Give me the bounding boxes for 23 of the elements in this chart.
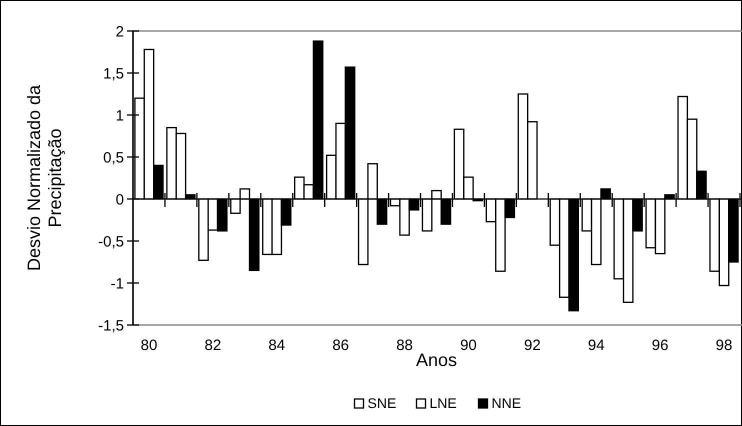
- x-tick-label: 90: [460, 337, 477, 354]
- legend-label: NNE: [492, 395, 522, 411]
- y-axis-title: Desvio Normalizado da Precipitação: [24, 84, 65, 272]
- y-tick-label: -1: [110, 275, 124, 292]
- x-axis-title: Anos: [416, 350, 458, 370]
- x-tick-label: 94: [588, 337, 605, 354]
- y-tick-label: 1,5: [103, 65, 124, 82]
- y-tick-label: 1: [116, 107, 124, 124]
- y-tick-label: 2: [116, 23, 124, 40]
- x-tick-label: 80: [140, 337, 158, 354]
- x-tick-label: 82: [204, 337, 222, 354]
- x-tick-label: 92: [524, 337, 541, 354]
- x-tick-label: 96: [652, 337, 668, 354]
- x-tick-label: 84: [268, 337, 286, 354]
- y-tick-label: -1,5: [98, 317, 124, 334]
- x-tick-label: 86: [332, 337, 349, 354]
- legend-label: LNE: [430, 395, 457, 411]
- legend-label: SNE: [368, 395, 396, 411]
- x-tick-label: 88: [396, 337, 413, 354]
- x-tick-label: 98: [716, 337, 732, 354]
- y-tick-label: -0,5: [98, 233, 124, 250]
- y-tick-label: 0,5: [103, 149, 124, 166]
- y-tick-label: 0: [116, 191, 124, 208]
